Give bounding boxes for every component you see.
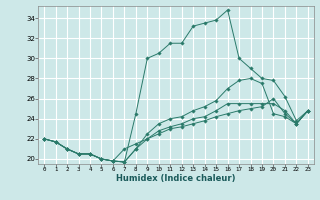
X-axis label: Humidex (Indice chaleur): Humidex (Indice chaleur)	[116, 174, 236, 183]
